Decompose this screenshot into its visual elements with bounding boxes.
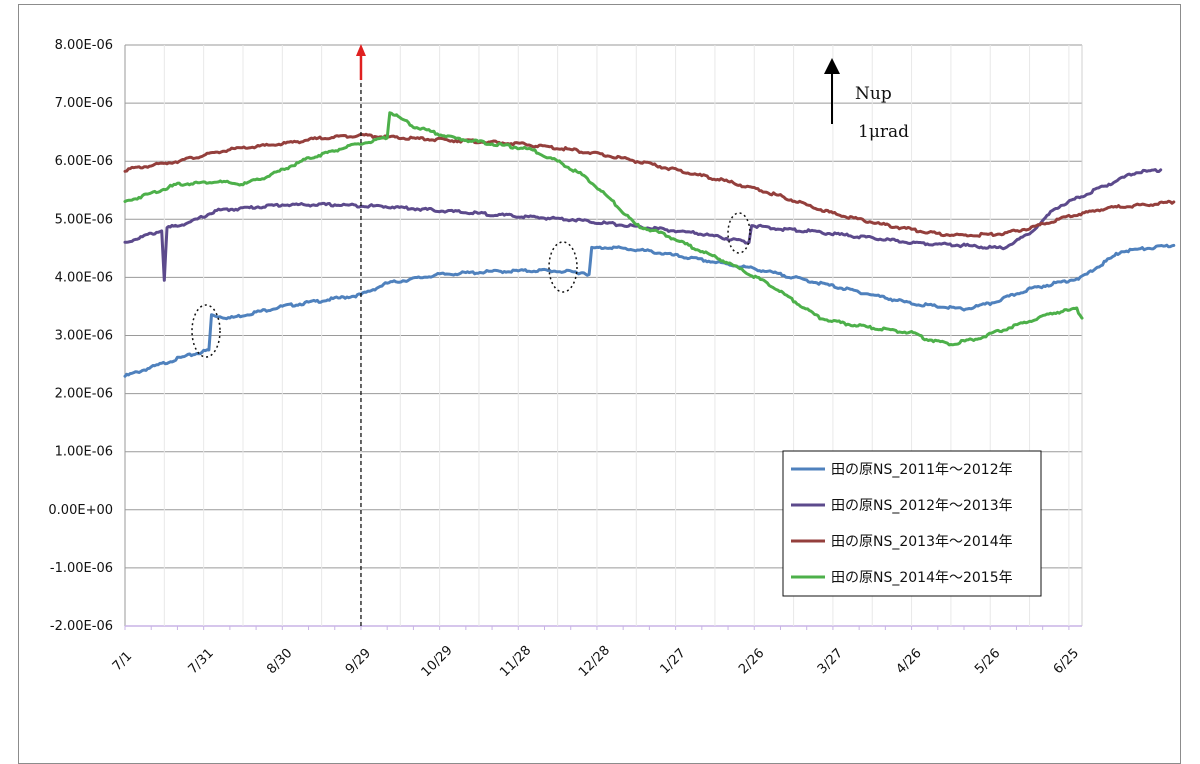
series-lines (123, 111, 1176, 378)
series-line (123, 168, 1163, 282)
urad-label: 1μrad (858, 122, 909, 142)
y-tick-label: 8.00E-06 (55, 38, 113, 53)
series-line (123, 243, 1176, 378)
legend-label: 田の原NS_2013年～2014年 (831, 534, 1013, 550)
step-highlight-ellipse (191, 304, 221, 358)
x-tick-label: 2/26 (736, 646, 767, 677)
y-tick-label: 5.00E-06 (55, 212, 113, 227)
x-tick-label: 10/29 (419, 643, 456, 680)
x-tick-label: 11/28 (497, 643, 534, 680)
series-line (123, 132, 1176, 238)
legend-box (782, 450, 1042, 597)
y-tick-label: -2.00E-06 (50, 619, 113, 634)
nup-arrow-head (824, 58, 840, 74)
x-tick-label: 1/27 (657, 646, 688, 677)
x-tick-label: 4/26 (893, 646, 924, 677)
x-axis-ticks: 7/1 7/31 8/30 9/29 10/29 11/28 12/28 1/27 2/26 3/… (110, 643, 1082, 680)
x-tick-label: 8/30 (264, 646, 295, 677)
series-line (123, 111, 1084, 347)
chart-frame (18, 4, 1181, 764)
y-tick-label: -1.00E-06 (50, 561, 113, 576)
y-tick-label: 0.00E+00 (48, 503, 113, 518)
nup-label: Nup (855, 84, 892, 104)
step-highlight-ellipse (548, 241, 578, 293)
x-tick-label: 7/1 (110, 649, 135, 674)
y-tick-label: 4.00E-06 (55, 270, 113, 285)
y-tick-label: 2.00E-06 (55, 387, 113, 402)
x-tick-label: 6/25 (1051, 646, 1082, 677)
y-axis-ticks: 8.00E-06 7.00E-06 6.00E-06 5.00E-06 4.00E-06… (48, 38, 113, 634)
step-highlight-ellipse (727, 212, 751, 254)
y-tick-label: 3.00E-06 (55, 329, 113, 344)
legend-label: 田の原NS_2012年～2013年 (831, 498, 1013, 514)
line-chart: 8.00E-06 7.00E-06 6.00E-06 5.00E-06 4.00E-06… (48, 38, 1176, 680)
legend-label: 田の原NS_2011年～2012年 (831, 462, 1013, 478)
y-tick-label: 1.00E-06 (55, 445, 113, 460)
legend-label: 田の原NS_2014年～2015年 (831, 570, 1013, 586)
x-tick-label: 5/26 (972, 646, 1003, 677)
chart-annotations: Nup 1μrad (191, 44, 909, 626)
red-arrow-head (355, 44, 366, 56)
legend: 田の原NS_2011年～2012年田の原NS_2012年～2013年田の原NS_… (782, 450, 1042, 597)
y-tick-label: 6.00E-06 (55, 154, 113, 169)
x-tick-label: 7/31 (186, 646, 217, 677)
x-tick-label: 12/28 (576, 643, 613, 680)
y-tick-label: 7.00E-06 (55, 96, 113, 111)
x-tick-label: 3/27 (815, 646, 846, 677)
x-tick-label: 9/29 (343, 646, 374, 677)
